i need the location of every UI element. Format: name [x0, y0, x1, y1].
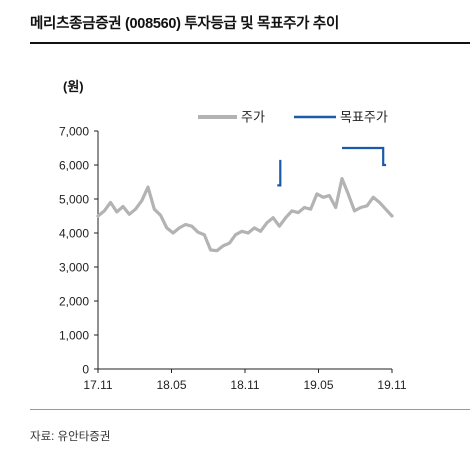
- legend: 주가 목표주가: [198, 110, 388, 125]
- legend-label-price: 주가: [241, 110, 265, 125]
- x-tick-label: 19.05: [303, 378, 333, 392]
- y-tick-label: 1,000: [59, 329, 89, 343]
- source-note: 자료: 유안타증권: [30, 431, 111, 443]
- title-divider: [30, 42, 470, 44]
- chart-title: 메리츠종금증권 (008560) 투자등급 및 목표주가 추이: [30, 16, 340, 32]
- series-line-target-price: [277, 159, 282, 187]
- y-tick-label: 3,000: [59, 261, 89, 275]
- y-tick-label: 2,000: [59, 295, 89, 309]
- series-line-target-price: [342, 146, 387, 167]
- x-tick-label: 19.11: [377, 378, 406, 392]
- y-tick-label: 0: [82, 363, 89, 377]
- x-tick-label: 17.11: [83, 378, 112, 392]
- y-tick-label: 4,000: [59, 227, 89, 241]
- x-tick-label: 18.05: [156, 378, 186, 392]
- footer-divider: [30, 409, 470, 410]
- legend-label-target-price: 목표주가: [340, 110, 388, 125]
- y-tick-label: 6,000: [59, 159, 89, 173]
- y-unit-label: (원): [63, 79, 84, 94]
- x-tick-label: 18.11: [230, 378, 259, 392]
- y-tick-label: 7,000: [59, 125, 89, 139]
- series-line-price: [96, 177, 394, 253]
- y-tick-label: 5,000: [59, 193, 89, 207]
